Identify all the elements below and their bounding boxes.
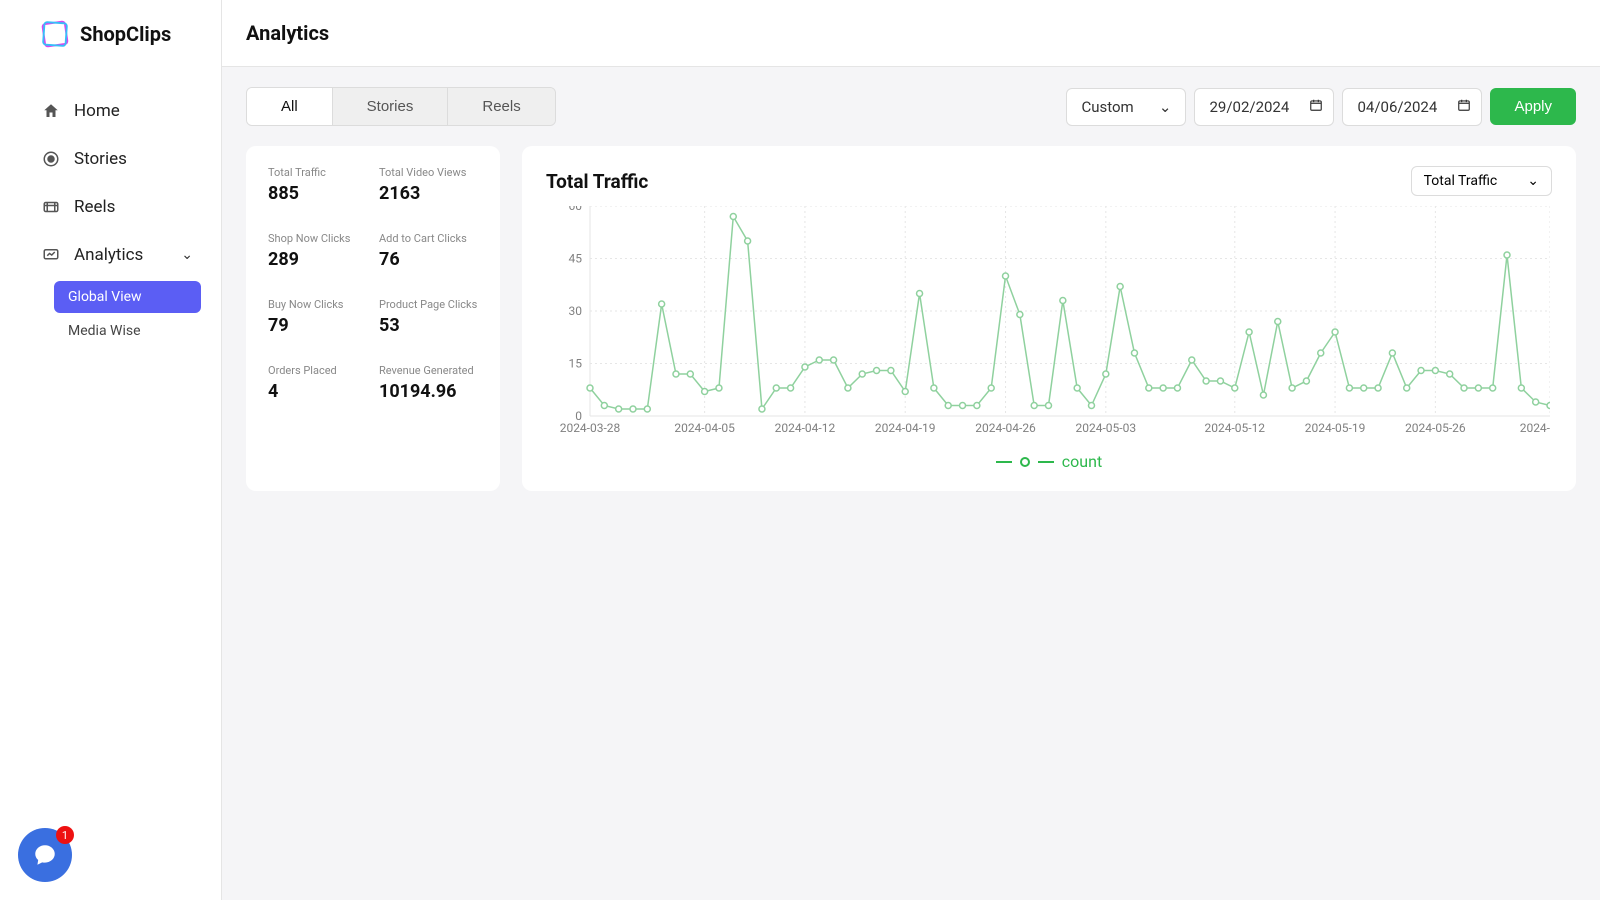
apply-button[interactable]: Apply bbox=[1490, 88, 1576, 125]
chat-widget[interactable]: 1 bbox=[18, 828, 72, 882]
stat-cell: Orders Placed 4 bbox=[268, 364, 367, 402]
legend-marker bbox=[1020, 457, 1030, 467]
stat-cell: Revenue Generated 10194.96 bbox=[379, 364, 478, 402]
chart-header: Total Traffic Total Traffic ⌄ bbox=[546, 166, 1552, 196]
nav-stories[interactable]: Stories bbox=[34, 135, 201, 183]
sidebar: ShopClips Home Stories Reels bbox=[0, 0, 222, 900]
chart-legend: count bbox=[546, 452, 1552, 471]
svg-text:45: 45 bbox=[569, 252, 583, 266]
stat-cell: Add to Cart Clicks 76 bbox=[379, 232, 478, 270]
stat-label: Total Video Views bbox=[379, 166, 478, 179]
svg-text:2024-04-19: 2024-04-19 bbox=[875, 421, 936, 435]
svg-text:2024-05-26: 2024-05-26 bbox=[1405, 421, 1466, 435]
chevron-down-icon: ⌄ bbox=[1527, 173, 1539, 189]
stat-cell: Shop Now Clicks 289 bbox=[268, 232, 367, 270]
tab-stories[interactable]: Stories bbox=[333, 88, 449, 125]
date-value: 04/06/2024 bbox=[1357, 98, 1437, 116]
range-preset-select[interactable]: Custom ⌄ bbox=[1066, 88, 1186, 126]
svg-text:2024-03-28: 2024-03-28 bbox=[560, 421, 621, 435]
stat-label: Shop Now Clicks bbox=[268, 232, 367, 245]
nav-label: Stories bbox=[74, 149, 127, 169]
main: Analytics All Stories Reels Custom ⌄ 29/… bbox=[222, 0, 1600, 900]
stat-value: 53 bbox=[379, 315, 478, 336]
stat-value: 79 bbox=[268, 315, 367, 336]
stat-cell: Product Page Clicks 53 bbox=[379, 298, 478, 336]
stat-label: Total Traffic bbox=[268, 166, 367, 179]
home-icon bbox=[42, 102, 60, 120]
svg-text:15: 15 bbox=[569, 357, 583, 371]
content: All Stories Reels Custom ⌄ 29/02/2024 bbox=[222, 67, 1600, 900]
select-value: Custom bbox=[1081, 98, 1133, 116]
stat-label: Add to Cart Clicks bbox=[379, 232, 478, 245]
analytics-icon bbox=[42, 246, 60, 264]
svg-text:2024-04-12: 2024-04-12 bbox=[775, 421, 836, 435]
svg-text:2024-05-12: 2024-05-12 bbox=[1204, 421, 1265, 435]
chevron-down-icon: ⌄ bbox=[181, 247, 193, 263]
nav-home[interactable]: Home bbox=[34, 87, 201, 135]
stat-value: 885 bbox=[268, 183, 367, 204]
select-value: Total Traffic bbox=[1424, 173, 1498, 189]
nav-label: Reels bbox=[74, 197, 115, 217]
chart-metric-select[interactable]: Total Traffic ⌄ bbox=[1411, 166, 1552, 196]
body-row: Total Traffic 885 Total Video Views 2163 Sho… bbox=[246, 146, 1576, 491]
stat-cell: Buy Now Clicks 79 bbox=[268, 298, 367, 336]
line-chart: 0153045602024-03-282024-04-052024-04-122… bbox=[546, 206, 1550, 440]
segment-control: All Stories Reels bbox=[246, 87, 556, 126]
stat-value: 10194.96 bbox=[379, 381, 478, 402]
nav-label: Home bbox=[74, 101, 120, 121]
calendar-icon bbox=[1457, 98, 1471, 116]
topbar: Analytics bbox=[222, 0, 1600, 67]
subnav-media-wise[interactable]: Media Wise bbox=[54, 315, 201, 347]
svg-text:60: 60 bbox=[569, 206, 583, 213]
svg-text:30: 30 bbox=[569, 304, 583, 318]
tab-reels[interactable]: Reels bbox=[448, 88, 554, 125]
stat-cell: Total Traffic 885 bbox=[268, 166, 367, 204]
nav-analytics[interactable]: Analytics ⌄ bbox=[34, 231, 201, 279]
svg-text:2024-05-03: 2024-05-03 bbox=[1076, 421, 1137, 435]
chat-icon bbox=[32, 842, 58, 868]
calendar-icon bbox=[1309, 98, 1323, 116]
stat-value: 76 bbox=[379, 249, 478, 270]
svg-text:2024-05-19: 2024-05-19 bbox=[1305, 421, 1366, 435]
nav-reels[interactable]: Reels bbox=[34, 183, 201, 231]
subnav-global-view[interactable]: Global View bbox=[54, 281, 201, 313]
reels-icon bbox=[42, 198, 60, 216]
chart-card: Total Traffic Total Traffic ⌄ 0153045602… bbox=[522, 146, 1576, 491]
svg-text:2024-06-03: 2024-06-03 bbox=[1520, 421, 1550, 435]
legend-line bbox=[996, 461, 1012, 463]
analytics-submenu: Global View Media Wise bbox=[34, 281, 201, 347]
stat-label: Orders Placed bbox=[268, 364, 367, 377]
chat-badge: 1 bbox=[56, 826, 74, 844]
stat-value: 2163 bbox=[379, 183, 478, 204]
stats-card: Total Traffic 885 Total Video Views 2163 Sho… bbox=[246, 146, 500, 491]
stat-cell: Total Video Views 2163 bbox=[379, 166, 478, 204]
date-controls: Custom ⌄ 29/02/2024 04/06/2024 bbox=[1066, 88, 1576, 126]
svg-text:2024-04-26: 2024-04-26 bbox=[975, 421, 1036, 435]
legend-label: count bbox=[1062, 452, 1102, 471]
nav-label: Analytics bbox=[74, 245, 143, 265]
nav: Home Stories Reels Analytics ⌄ bbox=[0, 67, 221, 349]
chevron-down-icon: ⌄ bbox=[1159, 98, 1172, 116]
legend-line bbox=[1038, 461, 1054, 463]
filter-row: All Stories Reels Custom ⌄ 29/02/2024 bbox=[246, 87, 1576, 126]
chart-plot: 0153045602024-03-282024-04-052024-04-122… bbox=[546, 206, 1552, 444]
stories-icon bbox=[42, 150, 60, 168]
date-value: 29/02/2024 bbox=[1209, 98, 1289, 116]
logo-icon bbox=[40, 19, 70, 49]
stat-label: Revenue Generated bbox=[379, 364, 478, 377]
stat-label: Buy Now Clicks bbox=[268, 298, 367, 311]
svg-text:2024-04-05: 2024-04-05 bbox=[674, 421, 735, 435]
brand-name: ShopClips bbox=[80, 22, 171, 46]
chart-title: Total Traffic bbox=[546, 170, 648, 193]
stats-grid: Total Traffic 885 Total Video Views 2163 Sho… bbox=[268, 166, 478, 402]
stat-label: Product Page Clicks bbox=[379, 298, 478, 311]
brand-logo: ShopClips bbox=[0, 0, 221, 67]
tab-all[interactable]: All bbox=[247, 88, 333, 125]
stat-value: 4 bbox=[268, 381, 367, 402]
date-from-input[interactable]: 29/02/2024 bbox=[1194, 88, 1334, 126]
date-to-input[interactable]: 04/06/2024 bbox=[1342, 88, 1482, 126]
page-title: Analytics bbox=[246, 21, 329, 45]
stat-value: 289 bbox=[268, 249, 367, 270]
